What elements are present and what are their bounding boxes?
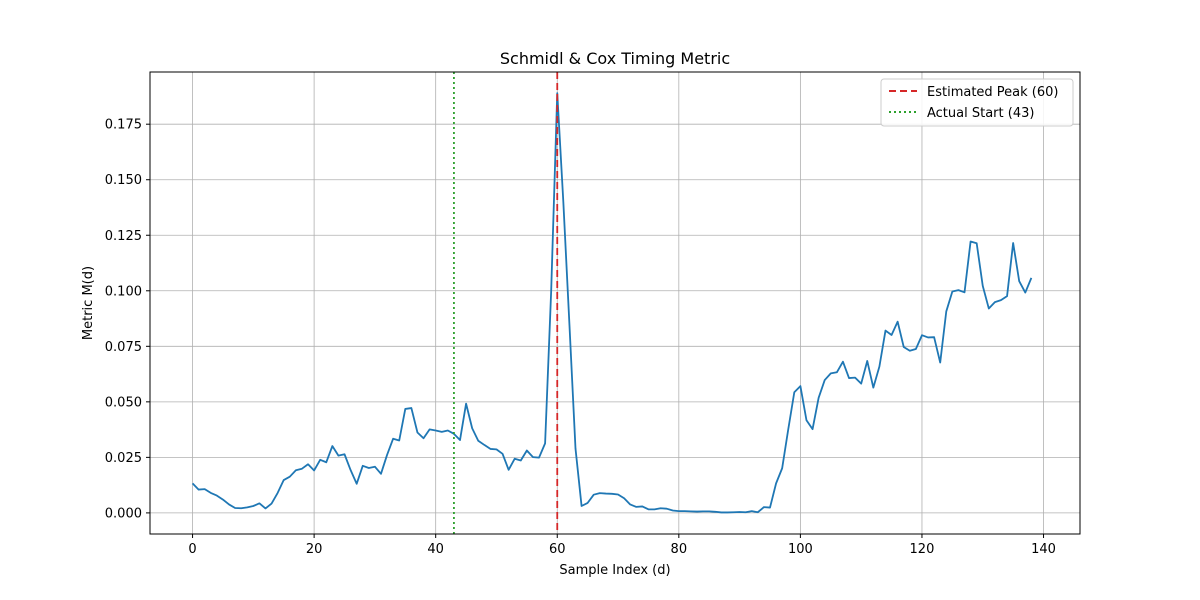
legend-label-estimated-peak: Estimated Peak (60) bbox=[927, 85, 1059, 100]
legend-label-actual-start: Actual Start (43) bbox=[927, 106, 1034, 121]
y-tick-label: 0.150 bbox=[105, 173, 142, 188]
x-tick-label: 140 bbox=[1031, 542, 1056, 557]
chart-title: Schmidl & Cox Timing Metric bbox=[500, 49, 730, 68]
y-axis-label: Metric M(d) bbox=[81, 266, 96, 340]
y-tick-label: 0.100 bbox=[105, 284, 142, 299]
x-tick-label: 80 bbox=[671, 542, 688, 557]
x-axis: 0 20 40 60 80 100 120 140 bbox=[188, 534, 1056, 557]
x-tick-label: 100 bbox=[788, 542, 813, 557]
plot-frame bbox=[149, 71, 1081, 535]
x-axis-label: Sample Index (d) bbox=[559, 563, 670, 578]
y-tick-label: 0.050 bbox=[105, 395, 142, 410]
legend: Estimated Peak (60) Actual Start (43) bbox=[880, 78, 1074, 127]
x-tick-label: 20 bbox=[306, 542, 323, 557]
y-axis: 0.000 0.025 0.050 0.075 0.100 0.125 0.150 0.175 bbox=[105, 118, 150, 521]
y-tick-label: 0.025 bbox=[105, 451, 142, 466]
y-tick-label: 0.075 bbox=[105, 340, 142, 355]
x-tick-label: 0 bbox=[188, 542, 196, 557]
x-tick-label: 120 bbox=[910, 542, 935, 557]
plot-area bbox=[191, 72, 1033, 534]
y-tick-label: 0.000 bbox=[105, 506, 142, 521]
y-tick-label: 0.125 bbox=[105, 229, 142, 244]
x-tick-label: 40 bbox=[427, 542, 444, 557]
legend-box bbox=[880, 78, 1074, 127]
series-line bbox=[191, 92, 1033, 514]
y-tick-label: 0.175 bbox=[105, 118, 142, 133]
x-tick-label: 60 bbox=[549, 542, 566, 557]
grid bbox=[150, 72, 1080, 534]
